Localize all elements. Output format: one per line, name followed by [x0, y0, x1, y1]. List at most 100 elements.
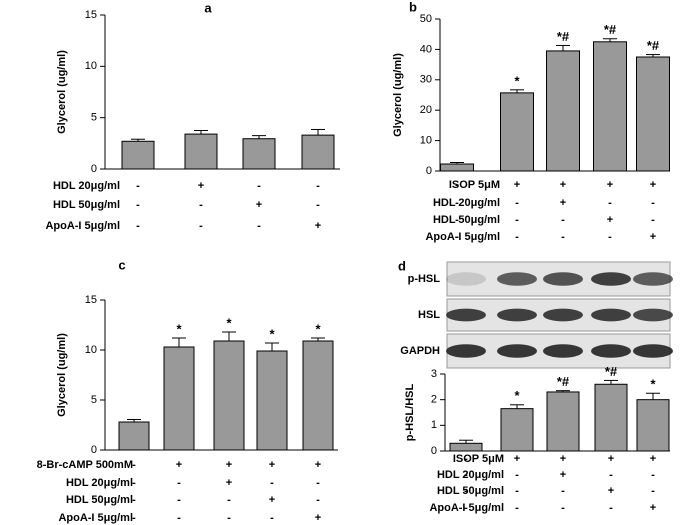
bar: [593, 41, 627, 172]
condition-mark: +: [607, 179, 613, 191]
condition-mark: -: [136, 180, 140, 192]
condition-mark: -: [199, 199, 203, 211]
bar: [546, 50, 580, 172]
y-tick-label: 20: [420, 104, 432, 116]
bar: [449, 442, 483, 452]
y-axis-label: Glycerol (ug/ml): [56, 50, 68, 134]
y-tick-label: 10: [420, 135, 432, 147]
condition-mark: +: [176, 459, 182, 471]
condition-mark: -: [651, 469, 655, 481]
condition-mark: -: [132, 459, 136, 471]
condition-mark: -: [515, 502, 519, 514]
blot-band: [497, 344, 537, 358]
blot-band: [633, 308, 673, 322]
condition-mark: -: [464, 485, 468, 497]
y-tick-label: 10: [85, 60, 97, 72]
condition-mark: -: [464, 453, 468, 465]
condition-name: 8-Br-cAMP 500mM: [37, 459, 133, 471]
condition-mark: +: [607, 214, 613, 226]
condition-mark: +: [514, 453, 520, 465]
bar: [213, 340, 245, 451]
panel-label: c: [118, 257, 125, 272]
condition-mark: -: [132, 494, 136, 506]
condition-mark: +: [560, 453, 566, 465]
blot-band: [591, 344, 631, 358]
blot-band: [446, 272, 486, 286]
blot-band: [497, 308, 537, 322]
condition-mark: -: [455, 179, 459, 191]
condition-mark: +: [269, 494, 275, 506]
y-tick-label: 5: [91, 112, 97, 124]
condition-mark: -: [651, 214, 655, 226]
condition-mark: -: [609, 469, 613, 481]
condition-mark: +: [315, 459, 321, 471]
condition-mark: -: [515, 214, 519, 226]
bar: [500, 92, 534, 172]
y-axis-label: Glycerol (ug/ml): [56, 333, 68, 417]
bar: [242, 138, 276, 170]
blot-band: [446, 308, 486, 322]
y-axis-label: Glycerol (ug/ml): [392, 53, 404, 137]
condition-mark: +: [650, 231, 656, 243]
condition-mark: -: [136, 220, 140, 232]
blot-label: HSL: [418, 309, 440, 321]
condition-mark: -: [515, 469, 519, 481]
condition-mark: -: [608, 197, 612, 209]
condition-mark: -: [455, 231, 459, 243]
condition-mark: +: [198, 180, 204, 192]
blot-band: [497, 272, 537, 286]
condition-name: HDL 50μg/ml: [66, 494, 133, 506]
y-tick-label: 0: [431, 445, 437, 457]
condition-name: HDL 20μg/ml: [437, 469, 504, 481]
condition-name: ISOP 5μM: [449, 179, 500, 191]
significance-label: *#: [647, 38, 660, 53]
condition-name: ApoA-I 5μg/ml: [429, 502, 504, 514]
condition-name: HDL 50μg/ml: [433, 214, 500, 226]
condition-mark: +: [650, 502, 656, 514]
condition-name: ApoA-I 5μg/ml: [425, 231, 500, 243]
bar: [440, 163, 474, 172]
condition-mark: -: [561, 485, 565, 497]
bar: [302, 340, 334, 451]
condition-mark: -: [316, 477, 320, 489]
condition-name: ApoA-I 5μg/ml: [45, 220, 120, 232]
significance-label: *: [315, 321, 321, 336]
bar: [121, 140, 155, 170]
condition-name: HDL 50μg/ml: [437, 485, 504, 497]
condition-mark: -: [177, 477, 181, 489]
y-tick-label: 0: [91, 444, 97, 456]
condition-mark: -: [464, 502, 468, 514]
bar: [500, 408, 534, 452]
condition-mark: -: [257, 220, 261, 232]
condition-mark: -: [651, 485, 655, 497]
bar: [301, 134, 335, 170]
bar: [184, 133, 218, 170]
bar: [636, 399, 670, 452]
condition-mark: -: [316, 494, 320, 506]
blot-band: [591, 272, 631, 286]
condition-mark: +: [608, 453, 614, 465]
condition-mark: +: [650, 179, 656, 191]
condition-mark: -: [561, 214, 565, 226]
blot-band: [446, 344, 486, 358]
significance-label: *#: [605, 364, 618, 379]
condition-mark: -: [132, 512, 136, 524]
condition-mark: -: [515, 197, 519, 209]
condition-mark: -: [177, 494, 181, 506]
significance-label: *#: [557, 29, 570, 44]
blot-band: [543, 272, 583, 286]
condition-mark: -: [257, 180, 261, 192]
panel-label: d: [398, 258, 406, 273]
bar: [256, 350, 288, 451]
y-tick-label: 3: [431, 368, 437, 380]
condition-mark: +: [256, 199, 262, 211]
y-tick-label: 15: [85, 294, 97, 306]
y-tick-label: 1: [431, 419, 437, 431]
panel-label: a: [204, 0, 212, 15]
condition-mark: -: [455, 214, 459, 226]
blot-band: [591, 308, 631, 322]
blot-band: [543, 308, 583, 322]
condition-name: HDL 20μg/ml: [66, 477, 133, 489]
condition-mark: -: [227, 512, 231, 524]
